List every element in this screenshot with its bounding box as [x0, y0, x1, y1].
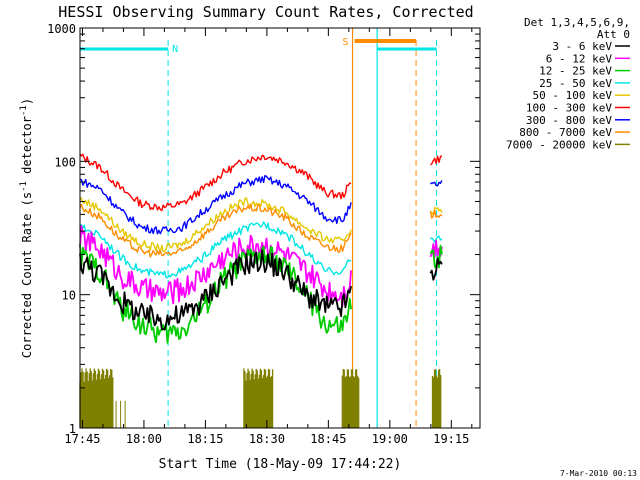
x-tick-label: 18:15 [187, 432, 223, 446]
series-7000-20000kev-segment-0 [79, 368, 114, 428]
legend-header: Det 1,3,4,5,6,9, Att 0 [524, 16, 630, 41]
y-tick-label: 1000 [47, 22, 76, 36]
legend-label: 6 - 12 keV [546, 52, 613, 65]
x-tick-label: 19:00 [372, 432, 408, 446]
series-25-50-kev-line-1 [429, 235, 443, 244]
series-7000-20000kev-segment-3 [431, 368, 442, 428]
y-axis-label-sup-1: -1 [19, 181, 29, 192]
x-tick-label: 18:30 [249, 432, 285, 446]
y-axis-label-end: ) [20, 98, 34, 105]
series-3-6-kev-line-1 [429, 257, 443, 281]
series-25-50-kev-line-0 [79, 221, 352, 279]
y-tick-label: 10 [62, 289, 76, 303]
legend-label: 300 - 800 keV [526, 114, 612, 127]
series-300-800-kev-line-1 [429, 180, 443, 187]
y-axis-label-sup-2: -1 [19, 105, 29, 116]
legend-header-line-1: Det 1,3,4,5,6,9, [524, 16, 630, 29]
legend-header-line-2: Att 0 [597, 28, 630, 41]
x-axis-label: Start Time (18-May-09 17:44:22) [159, 457, 402, 472]
south-flag-label: S [343, 37, 349, 48]
y-axis-label-mid: detector [20, 116, 34, 181]
north-flag-label: N [172, 44, 178, 55]
y-tick-label: 1 [69, 422, 76, 436]
plot-frame [79, 27, 481, 429]
x-tick-label: 18:00 [126, 432, 162, 446]
plot-timestamp: 7-Mar-2010 00:13 [560, 469, 637, 478]
y-axis-label: Corrected Count Rate (s-1 detector-1) [19, 98, 34, 358]
x-tick-label: 19:15 [433, 432, 469, 446]
series-50-100-kev-line-0 [79, 197, 352, 253]
chart-title: HESSI Observing Summary Count Rates, Cor… [58, 3, 473, 21]
x-tick-label: 17:45 [64, 432, 100, 446]
series-100-300-kev-line-1 [429, 155, 443, 166]
y-axis: 1 10 100 1000 [47, 22, 480, 436]
y-tick-label: 100 [54, 155, 76, 169]
series-7000-20000kev-segment-2 [341, 369, 360, 428]
x-tick-label: 18:45 [310, 432, 346, 446]
plot-area: NS [79, 28, 443, 428]
series-7000-20000kev-segment-1 [243, 368, 274, 428]
legend-label: 7000 - 20000 keV [506, 138, 612, 151]
legend-label: 3 - 6 keV [552, 40, 612, 53]
series-100-300-kev-line-0 [79, 153, 352, 212]
series-50-100-kev-line-1 [429, 207, 443, 216]
y-axis-label-main: Corrected Count Rate (s [20, 192, 34, 358]
legend-label: 800 - 7000 keV [519, 126, 612, 139]
series-800-7000-kev-line-1 [429, 209, 443, 219]
series-3-6-kev-line-0 [79, 249, 352, 331]
legend-label: 12 - 25 keV [539, 65, 612, 78]
x-axis: 17:45 18:00 18:15 18:30 18:45 19:00 19:15 [64, 28, 473, 446]
series-800-7000-kev-line-0 [79, 203, 352, 258]
legend-label: 25 - 50 keV [539, 77, 612, 90]
series-300-800-kev-line-0 [79, 174, 352, 235]
legend-label: 100 - 300 keV [526, 102, 612, 115]
legend-label: 50 - 100 keV [533, 89, 613, 102]
series-6-12-kev-line-0 [79, 225, 352, 307]
